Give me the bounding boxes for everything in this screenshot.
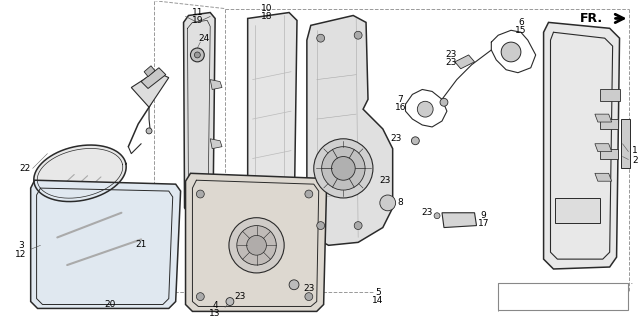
Polygon shape [31, 180, 180, 308]
Circle shape [226, 298, 234, 306]
Circle shape [195, 52, 200, 58]
Circle shape [229, 218, 284, 273]
Text: 19: 19 [191, 16, 203, 25]
Text: 12: 12 [15, 250, 26, 259]
Polygon shape [600, 89, 620, 101]
Circle shape [412, 137, 419, 145]
Polygon shape [595, 144, 612, 152]
Text: 8: 8 [397, 198, 403, 207]
Text: 23: 23 [390, 134, 401, 143]
Text: 4: 4 [212, 301, 218, 310]
Polygon shape [595, 173, 612, 181]
Circle shape [146, 128, 152, 134]
Circle shape [354, 31, 362, 39]
Text: 23: 23 [379, 176, 390, 185]
Polygon shape [210, 80, 222, 89]
Text: 23: 23 [422, 208, 433, 217]
Circle shape [354, 222, 362, 230]
Polygon shape [543, 22, 620, 269]
Text: 11: 11 [191, 8, 203, 17]
Polygon shape [455, 55, 474, 69]
Circle shape [191, 48, 204, 62]
Text: 23: 23 [445, 58, 456, 67]
Polygon shape [248, 12, 297, 242]
Text: 1: 1 [632, 146, 638, 155]
Circle shape [289, 280, 299, 290]
Circle shape [440, 98, 448, 106]
Text: 6: 6 [518, 18, 524, 27]
Circle shape [317, 34, 324, 42]
Circle shape [246, 235, 266, 255]
Text: 13: 13 [209, 309, 221, 318]
FancyBboxPatch shape [498, 283, 628, 310]
Polygon shape [141, 68, 166, 88]
Polygon shape [120, 190, 146, 208]
Text: 3: 3 [18, 241, 24, 250]
Text: 2: 2 [632, 156, 638, 165]
Text: 10: 10 [260, 4, 272, 13]
Polygon shape [186, 173, 326, 311]
Text: 17: 17 [477, 219, 489, 228]
Text: 9: 9 [481, 211, 486, 220]
Circle shape [196, 293, 204, 300]
Text: 23: 23 [303, 284, 314, 293]
Circle shape [305, 293, 313, 300]
Polygon shape [34, 145, 126, 202]
Circle shape [305, 190, 313, 198]
Text: FR.: FR. [580, 12, 604, 25]
Text: 18: 18 [260, 12, 272, 21]
Circle shape [322, 147, 365, 190]
Polygon shape [556, 198, 600, 223]
Polygon shape [210, 139, 222, 149]
Circle shape [317, 222, 324, 230]
Circle shape [196, 190, 204, 198]
Polygon shape [442, 213, 477, 227]
Polygon shape [184, 12, 215, 216]
Text: 20: 20 [104, 300, 115, 309]
Polygon shape [600, 149, 618, 159]
Polygon shape [210, 178, 222, 188]
Text: SZA4B4301: SZA4B4301 [535, 293, 592, 304]
Circle shape [314, 139, 373, 198]
Circle shape [237, 226, 276, 265]
Polygon shape [621, 119, 630, 168]
Polygon shape [131, 72, 169, 107]
Polygon shape [144, 66, 155, 77]
Text: 5: 5 [375, 288, 381, 297]
Circle shape [417, 101, 433, 117]
Text: 15: 15 [515, 26, 527, 35]
Circle shape [434, 213, 440, 219]
Text: 25: 25 [232, 251, 243, 260]
Circle shape [501, 42, 521, 62]
Text: 23: 23 [234, 292, 246, 301]
Text: 23: 23 [445, 50, 456, 59]
Polygon shape [307, 16, 393, 245]
Text: 21: 21 [136, 240, 147, 249]
Text: 7: 7 [397, 95, 403, 104]
Circle shape [332, 157, 355, 180]
Text: 24: 24 [198, 34, 210, 43]
Text: 22: 22 [19, 164, 30, 173]
Text: 16: 16 [395, 103, 406, 112]
Circle shape [380, 195, 396, 211]
Text: 14: 14 [372, 296, 383, 305]
Polygon shape [600, 119, 618, 129]
Polygon shape [595, 114, 612, 122]
